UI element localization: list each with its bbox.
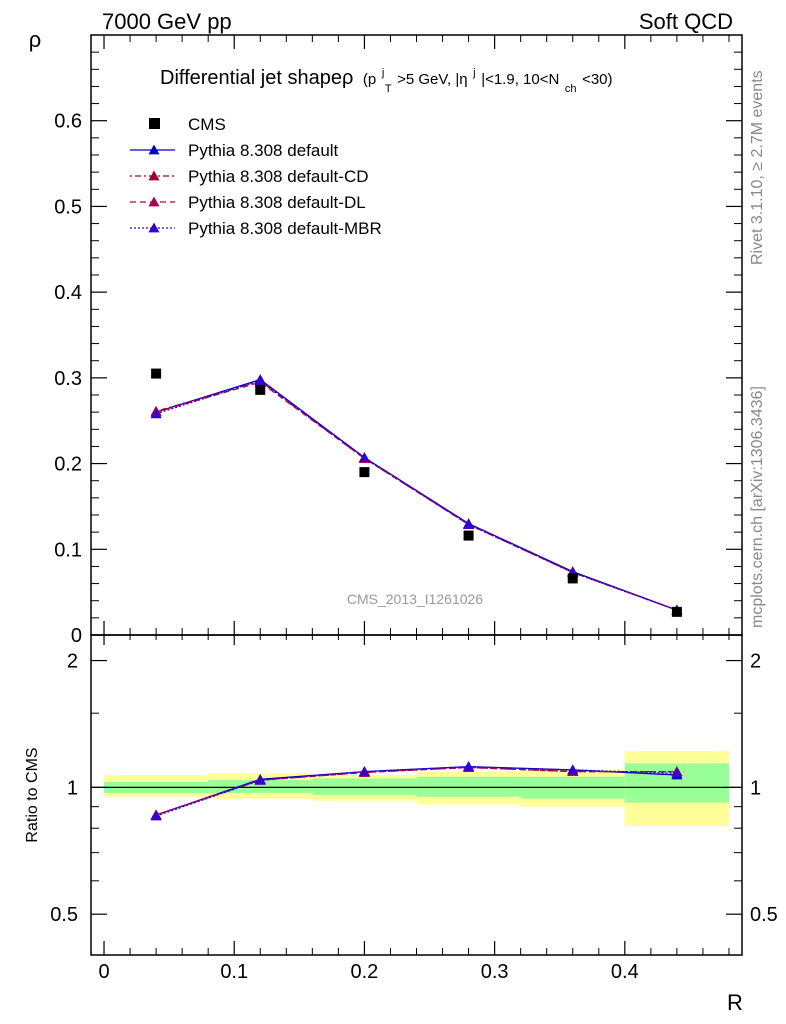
legend-data-label: CMS	[188, 115, 226, 134]
legend-label-0: Pythia 8.308 default	[188, 141, 339, 160]
ratio-marker-3-4	[567, 764, 579, 775]
ratio-axis-label: Ratio to CMS	[24, 747, 41, 842]
ratio-line-3	[155, 765, 677, 817]
chart-title: Differential jet shapeρ (p j T >5 GeV, |…	[160, 59, 613, 97]
rivet-version-label: Rivet 3.1.10, ≥ 2.7M events	[749, 70, 766, 265]
mcplots-reference-label: mcplots.cern.ch [arXiv:1306.3436]	[749, 386, 766, 628]
legend-marker-3	[148, 222, 160, 233]
legend-data-marker	[149, 118, 160, 129]
stat-uncertainty-band	[208, 780, 313, 793]
legend-label-1: Pythia 8.308 default-CD	[188, 167, 369, 186]
cms-data-points	[151, 368, 682, 617]
ratio-marker-3-3	[463, 761, 475, 772]
series-line-0	[155, 378, 678, 611]
legend-marker-2	[148, 196, 160, 207]
ratio-marker-3-2	[358, 766, 370, 777]
x-tick-label: 0.1	[220, 961, 248, 983]
ratio-marker-3-5	[671, 767, 683, 778]
series-marker-3-2	[358, 452, 370, 462]
legend-marker-1	[148, 170, 160, 181]
title-n-sub: ch	[565, 83, 577, 95]
ratio-tick-label-right: 1	[750, 777, 761, 799]
y-tick-label: 0.4	[54, 282, 82, 304]
ratio-marker-3-1	[254, 774, 266, 785]
ratio-tick-label-right: 2	[750, 651, 761, 673]
legend: CMS Pythia 8.308 default Pythia 8.308 defa…	[130, 115, 382, 238]
data-point	[359, 467, 370, 478]
title-end: <30)	[582, 71, 612, 88]
title-p: (p	[363, 71, 376, 88]
y-tick-label: 0	[71, 625, 82, 647]
data-point	[567, 573, 578, 584]
data-point	[151, 368, 162, 379]
series-marker-3-1	[254, 374, 266, 385]
ratio-line-2	[155, 766, 677, 816]
title-mid2: |<1.9, 10<N	[481, 71, 559, 88]
y-tick-label: 0.1	[54, 539, 82, 561]
y-tick-label: 0.5	[54, 196, 82, 218]
title-p-sup: j	[381, 67, 384, 79]
ratio-uncertainty-bands	[91, 750, 742, 826]
analysis-watermark: CMS_2013_I1261026	[347, 591, 483, 607]
ratio-tick-label: 0.5	[50, 904, 78, 926]
title-p-sub: T	[385, 83, 392, 95]
main-series-lines	[150, 374, 683, 615]
series-marker-3-3	[463, 518, 475, 529]
data-point	[463, 530, 474, 541]
title-eta-sup: j	[472, 67, 475, 79]
x-tick-label: 0	[98, 961, 109, 983]
series-line-3	[155, 379, 678, 611]
header-left: 7000 GeV pp	[102, 9, 232, 34]
y-tick-label: 0.2	[54, 454, 82, 476]
stat-uncertainty-band	[312, 778, 417, 795]
data-point	[255, 384, 266, 395]
ratio-tick-label-right: 0.5	[750, 904, 778, 926]
ratio-marker-3-0	[150, 810, 162, 821]
legend-label-3: Pythia 8.308 default-MBR	[188, 219, 382, 238]
title-main: Differential jet shapeρ	[160, 67, 353, 89]
series-line-2	[155, 381, 678, 611]
legend-label-2: Pythia 8.308 default-DL	[188, 193, 366, 212]
x-tick-label: 0.4	[611, 961, 639, 983]
x-axis-label: R	[727, 990, 743, 1015]
ratio-tick-label: 1	[67, 777, 78, 799]
title-mid: >5 GeV, |η	[397, 71, 467, 88]
stat-uncertainty-band	[416, 776, 521, 797]
x-tick-label: 0.3	[481, 961, 509, 983]
x-tick-label: 0.2	[351, 961, 379, 983]
data-point	[671, 606, 682, 617]
ratio-series-lines	[150, 761, 683, 821]
header-right: Soft QCD	[639, 9, 733, 34]
ratio-tick-label: 2	[67, 651, 78, 673]
axis-ticks: 0 0.1 0.2 0.3 0.4 0 0.1 0.2 0.3 0.4 0.5 0.6 0.5 0.5 1 1…	[50, 35, 778, 983]
series-line-1	[155, 380, 678, 611]
y-axis-label: ρ	[29, 27, 42, 52]
series-marker-3-0	[150, 408, 162, 419]
y-tick-label: 0.3	[54, 368, 82, 390]
legend-marker-0	[148, 144, 160, 155]
y-tick-label: 0.6	[54, 111, 82, 133]
